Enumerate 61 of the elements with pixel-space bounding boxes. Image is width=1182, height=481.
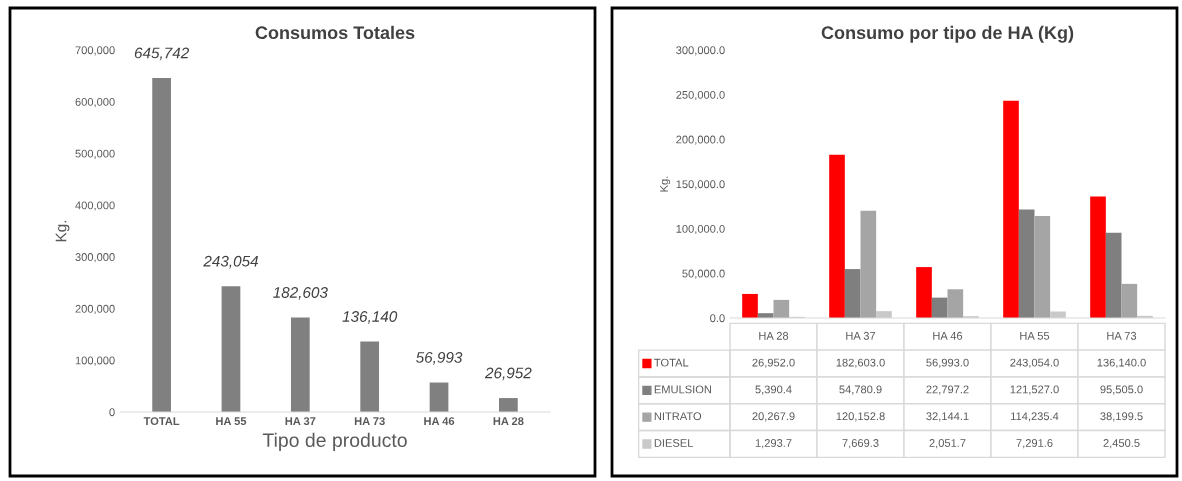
y-tick-label: 300,000 xyxy=(75,253,115,263)
y-tick-label: 200,000 xyxy=(75,304,115,315)
y-tick-label: 300,000.0 xyxy=(676,46,725,56)
y-tick-label: 600,000 xyxy=(75,97,115,108)
x-tick-label: HA 37 xyxy=(285,417,316,426)
data-label: 645,742 xyxy=(134,47,190,61)
x-tick-label: TOTAL xyxy=(143,417,180,426)
data-label: 2,051.7 xyxy=(929,439,966,449)
x-tick-label: HA 73 xyxy=(354,417,385,426)
data-label: 5,390.4 xyxy=(755,385,792,395)
data-label: 7,291.6 xyxy=(1016,439,1053,449)
data-label: 182,603 xyxy=(273,287,328,300)
legend-label: EMULSION xyxy=(654,385,711,394)
y-tick-label: 200,000.0 xyxy=(676,135,725,145)
data-label: 2,450.5 xyxy=(1103,439,1140,449)
data-label: 182,603.0 xyxy=(836,358,885,368)
legend-label: NITRATO xyxy=(654,412,702,421)
y-tick-label: 0.0 xyxy=(710,314,725,323)
y-tick-label: 100,000.0 xyxy=(676,224,725,235)
x-tick-label: HA 73 xyxy=(1107,331,1137,340)
data-label: 56,993.0 xyxy=(926,358,969,368)
data-label: 95,505.0 xyxy=(1100,385,1143,395)
legend-label: TOTAL xyxy=(654,358,689,367)
data-label: 243,054 xyxy=(203,255,259,269)
x-tick-label: HA 46 xyxy=(933,331,963,340)
x-tick-label: HA 28 xyxy=(493,417,524,426)
data-label: 1,293.7 xyxy=(755,439,792,449)
data-label: 26,952 xyxy=(484,367,532,381)
data-label: 54,780.9 xyxy=(839,385,882,395)
y-tick-label: 50,000.0 xyxy=(682,269,725,279)
legend-label: DIESEL xyxy=(654,439,694,447)
data-label: 20,267.9 xyxy=(752,412,795,422)
y-tick-label: 0 xyxy=(109,408,115,417)
data-label: 26,952.0 xyxy=(752,358,795,368)
y-axis-title: Kg. xyxy=(660,176,671,192)
y-tick-label: 400,000 xyxy=(75,201,115,211)
data-label: 56,993 xyxy=(416,352,463,365)
chart-title: Consumos Totales xyxy=(255,25,415,40)
data-label: 121,527.0 xyxy=(1010,385,1059,395)
x-tick-label: HA 46 xyxy=(424,417,455,426)
x-tick-label: HA 55 xyxy=(1020,331,1050,340)
data-label: 120,152.8 xyxy=(836,412,885,422)
data-label: 32,144.1 xyxy=(926,412,969,422)
y-tick-label: 700,000 xyxy=(75,46,115,56)
x-tick-label: HA 55 xyxy=(216,417,247,426)
y-axis-title: Kg. xyxy=(55,220,70,242)
data-label: 243,054.0 xyxy=(1010,358,1059,368)
data-label: 7,669.3 xyxy=(842,439,879,449)
data-label: 22,797.2 xyxy=(926,385,969,395)
chart-title: Consumo por tipo de HA (Kg) xyxy=(821,25,1074,43)
y-tick-label: 100,000 xyxy=(75,356,115,366)
data-label: 136,140 xyxy=(342,311,398,324)
x-axis-title: Tipo de producto xyxy=(262,432,407,451)
x-tick-label: HA 28 xyxy=(759,331,789,340)
data-label: 114,235.4 xyxy=(1011,412,1059,422)
x-tick-label: HA 37 xyxy=(846,331,876,340)
data-label: 136,140.0 xyxy=(1097,358,1146,368)
y-tick-label: 150,000.0 xyxy=(676,180,725,190)
y-tick-label: 500,000 xyxy=(75,149,115,159)
y-tick-label: 250,000.0 xyxy=(676,90,725,101)
data-label: 38,199.5 xyxy=(1100,412,1143,422)
